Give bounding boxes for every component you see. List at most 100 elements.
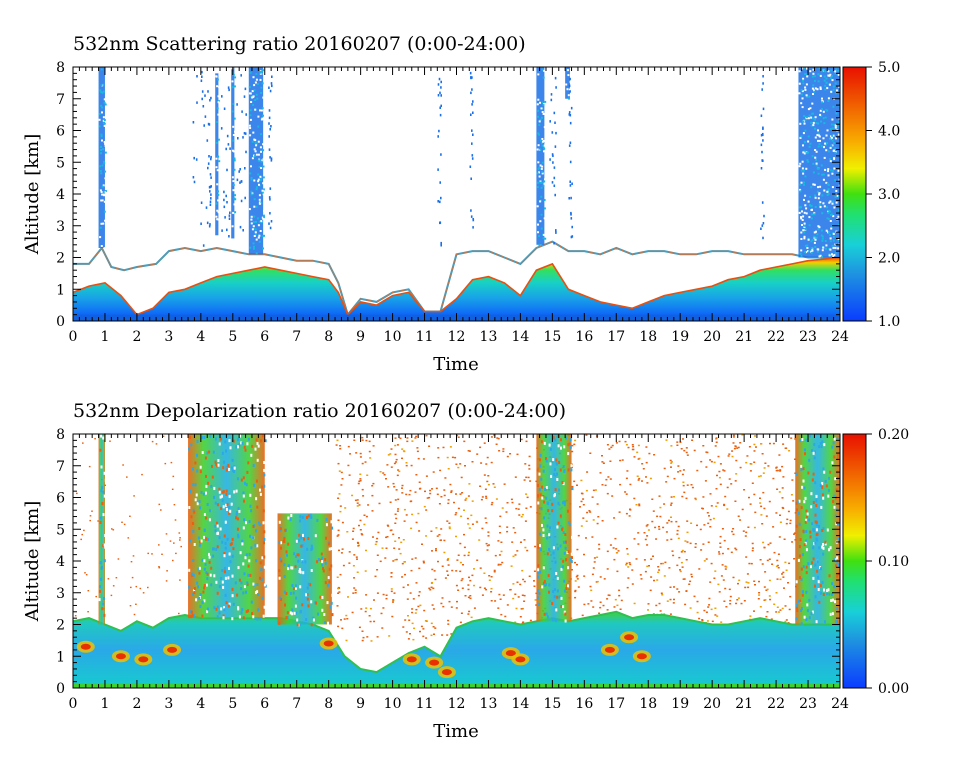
chart1-cloud-column <box>248 67 266 255</box>
chart2-x-tick-label: 5 <box>228 696 237 712</box>
chart1-x-tick-label: 4 <box>196 329 205 345</box>
chart1-title: 532nm Scattering ratio 20160207 (0:00-24… <box>73 33 526 55</box>
chart1-x-tick-label: 6 <box>260 329 269 345</box>
chart2-depolarization-column <box>536 434 574 623</box>
chart2-x-tick-label: 13 <box>480 696 498 712</box>
chart1-plot-area <box>73 67 840 321</box>
chart2-y-tick-label: 0 <box>56 681 65 697</box>
chart1-aerosol-layer <box>73 257 840 321</box>
chart1-x-tick-label: 21 <box>735 329 753 345</box>
chart1-y-tick-label: 2 <box>56 251 65 267</box>
chart2-depolarization-column <box>98 434 107 625</box>
chart2-y-tick-label: 8 <box>56 427 65 443</box>
chart1-x-axis-label: Time <box>433 354 478 375</box>
chart2-x-tick-label: 21 <box>735 696 753 712</box>
chart2-depolarization-layer <box>73 611 840 688</box>
chart1-aerosol-layer-top <box>73 256 840 316</box>
chart1-x-tick-label: 18 <box>639 329 657 345</box>
chart2-y-tick-label: 6 <box>56 491 65 507</box>
chart2-colorbar-tick-label: 0.10 <box>878 554 909 570</box>
chart1-y-tick-label: 3 <box>56 219 65 235</box>
chart1-x-tick-label: 0 <box>69 329 78 345</box>
chart2-depolarization-column <box>188 434 267 621</box>
chart2-hot-spots <box>76 631 651 679</box>
chart2-y-axis-label: Altitude [km] <box>22 501 43 623</box>
chart2-x-tick-label: 8 <box>324 696 333 712</box>
chart1-x-tick-label: 3 <box>164 329 173 345</box>
chart2-x-tick-label: 3 <box>164 696 173 712</box>
chart1-x-tick-label: 8 <box>324 329 333 345</box>
chart2-x-tick-label: 2 <box>132 696 141 712</box>
chart1-y-tick-label: 5 <box>56 155 65 171</box>
chart2-y-tick-label: 3 <box>56 586 65 602</box>
chart1-x-tick-label: 2 <box>132 329 141 345</box>
chart1-x-tick-label: 17 <box>607 329 625 345</box>
chart2-x-tick-label: 14 <box>512 696 530 712</box>
chart2-x-tick-label: 6 <box>260 696 269 712</box>
chart1-x-tick-label: 19 <box>671 329 689 345</box>
chart1-cloud-column <box>536 67 547 247</box>
chart2-y-tick-label: 1 <box>56 649 65 665</box>
chart1-x-tick-label: 24 <box>831 329 849 345</box>
chart1-sparse-echoes <box>192 70 765 247</box>
chart1-x-tick-label: 20 <box>703 329 721 345</box>
chart2-colorbar <box>842 433 867 689</box>
chart1-colorbar-tick-label: 5.0 <box>878 60 900 76</box>
chart1-x-tick-label: 16 <box>575 329 593 345</box>
chart1-cloud-column <box>215 73 221 236</box>
chart1-cloud-column <box>98 67 107 250</box>
chart2-x-tick-label: 11 <box>416 696 434 712</box>
chart2-colorbar-tick-label: 0.00 <box>878 681 909 697</box>
chart1-x-tick-label: 15 <box>543 329 561 345</box>
chart2-x-axis-label: Time <box>433 721 478 742</box>
chart1-colorbar-tick-label: 4.0 <box>878 124 900 140</box>
chart1-x-tick-label: 23 <box>799 329 817 345</box>
chart2-x-tick-label: 19 <box>671 696 689 712</box>
chart2-x-tick-label: 22 <box>767 696 785 712</box>
chart1-cloud-column <box>565 67 572 100</box>
chart1-x-tick-label: 1 <box>100 329 109 345</box>
chart2-y-tick-label: 7 <box>56 459 65 475</box>
chart1-colorbar-tick-label: 2.0 <box>878 251 900 267</box>
chart1-x-tick-label: 9 <box>356 329 365 345</box>
chart1-colorbar-tick-label: 1.0 <box>878 314 900 330</box>
chart1-y-tick-label: 0 <box>56 314 65 330</box>
chart1-colorbar-tick-label: 3.0 <box>878 187 900 203</box>
chart1-colorbar <box>842 66 867 322</box>
chart2-y-tick-label: 2 <box>56 618 65 634</box>
chart1-cloud-column <box>231 67 237 239</box>
chart1-x-tick-label: 12 <box>448 329 466 345</box>
chart2-x-tick-label: 7 <box>292 696 301 712</box>
chart2-x-tick-label: 12 <box>448 696 466 712</box>
chart1-x-tick-label: 7 <box>292 329 301 345</box>
chart1-x-tick-label: 13 <box>480 329 498 345</box>
chart2-depolarization-column <box>277 513 334 627</box>
chart1-x-tick-label: 11 <box>416 329 434 345</box>
chart1-y-axis-label: Altitude [km] <box>22 134 43 256</box>
chart1-y-tick-label: 7 <box>56 92 65 108</box>
chart2-x-tick-label: 15 <box>543 696 561 712</box>
chart2-x-tick-label: 24 <box>831 696 849 712</box>
chart1-y-tick-label: 6 <box>56 124 65 140</box>
chart1-x-tick-label: 5 <box>228 329 237 345</box>
chart2-x-tick-label: 16 <box>575 696 593 712</box>
chart1-x-tick-label: 22 <box>767 329 785 345</box>
chart2-x-tick-label: 9 <box>356 696 365 712</box>
chart2-x-tick-label: 23 <box>799 696 817 712</box>
chart1-y-tick-label: 8 <box>56 60 65 76</box>
chart2-x-tick-label: 4 <box>196 696 205 712</box>
chart2-x-tick-label: 20 <box>703 696 721 712</box>
chart1-x-tick-label: 10 <box>384 329 402 345</box>
chart2-colorbar-tick-label: 0.20 <box>878 427 909 443</box>
chart2-title: 532nm Depolarization ratio 20160207 (0:0… <box>73 400 566 422</box>
chart1-y-tick-label: 1 <box>56 282 65 298</box>
chart2-y-tick-label: 5 <box>56 522 65 538</box>
chart2-plot-area <box>73 434 840 688</box>
chart2-x-tick-label: 1 <box>100 696 109 712</box>
chart2-x-tick-label: 18 <box>639 696 657 712</box>
chart2-y-tick-label: 4 <box>56 554 65 570</box>
chart2-x-tick-label: 10 <box>384 696 402 712</box>
chart2-x-tick-label: 0 <box>69 696 78 712</box>
chart2-x-tick-label: 17 <box>607 696 625 712</box>
